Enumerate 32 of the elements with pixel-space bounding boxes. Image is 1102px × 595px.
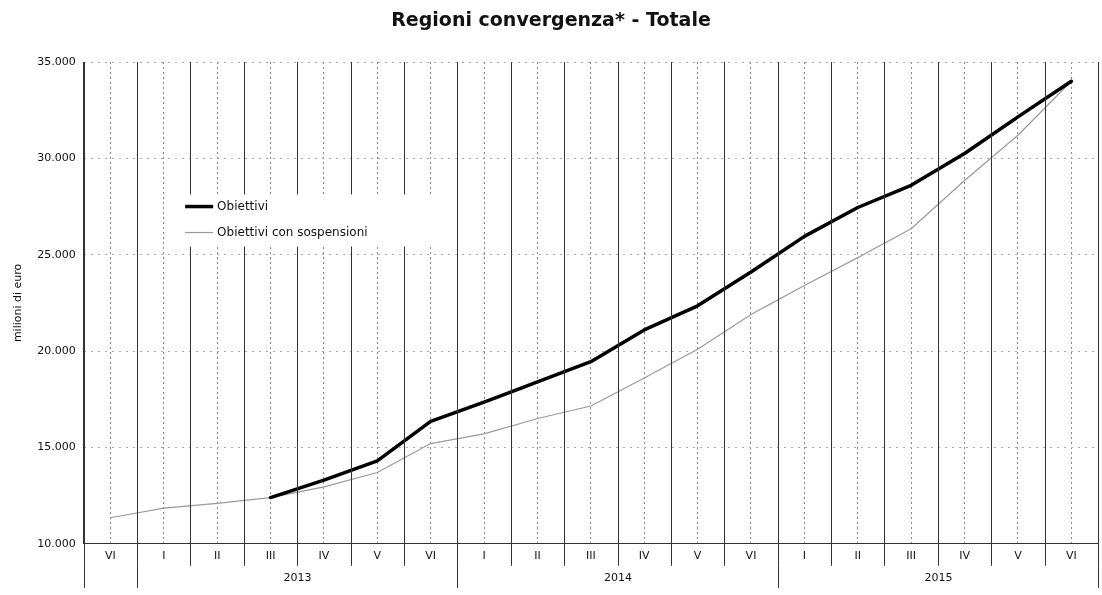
y-tick-label: 35.000 <box>37 54 76 68</box>
text: 2013 <box>283 570 312 584</box>
x-tick-label: II <box>534 549 541 563</box>
y-tick-label: 20.000 <box>37 343 76 357</box>
x-tick-label: VI <box>1065 549 1077 563</box>
x-tick-label: VI <box>425 549 437 563</box>
y-tick-label: 15.000 <box>37 440 76 454</box>
x-tick-label: III <box>585 549 596 563</box>
legend-label: Obiettivi <box>217 198 269 213</box>
x-tick-label: II <box>213 549 221 563</box>
text: 2015 <box>924 570 953 584</box>
x-tick-label: III <box>265 549 276 563</box>
x-tick-label: IV <box>638 549 651 563</box>
x-tick-label: I <box>482 549 486 563</box>
y-tick-label: 30.000 <box>37 151 76 165</box>
x-tick-label: I <box>802 549 807 563</box>
x-tick-label: III <box>906 549 917 563</box>
x-tick-label: II <box>854 549 862 563</box>
text: 2014 <box>604 570 632 584</box>
legend-label: Obiettivi con sospensioni <box>217 224 368 239</box>
x-tick-label: IV <box>959 549 971 563</box>
x-tick-label: V <box>1014 549 1023 563</box>
y-tick-label: 10.000 <box>37 536 76 550</box>
y-axis-title: milioni di euro <box>11 263 25 343</box>
x-tick-label: V <box>373 549 382 563</box>
x-tick-label: VI <box>745 549 757 563</box>
x-tick-label: VI <box>104 549 116 563</box>
x-tick-label: I <box>162 549 166 563</box>
x-tick-label: IV <box>318 549 330 563</box>
y-tick-label: 25.000 <box>37 247 76 261</box>
chart-title: Regioni convergenza* - Totale <box>390 8 712 30</box>
x-tick-label: V <box>693 549 702 563</box>
